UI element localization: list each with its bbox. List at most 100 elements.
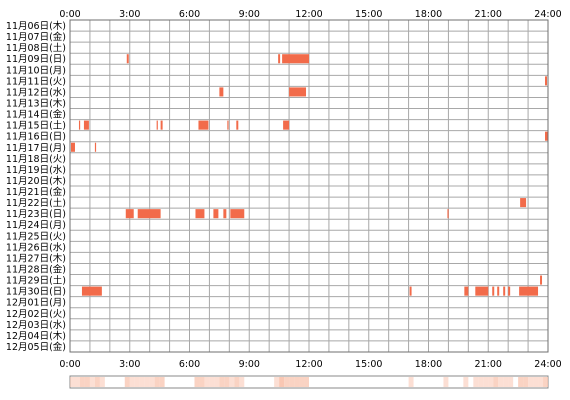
day-label: 11月18日(火) bbox=[6, 154, 66, 165]
summary-cell bbox=[463, 377, 469, 387]
activity-bar bbox=[198, 120, 209, 130]
activity-bar bbox=[540, 275, 543, 285]
summary-cell bbox=[224, 377, 230, 387]
activity-bar bbox=[508, 286, 511, 296]
day-label: 11月12日(水) bbox=[6, 86, 66, 98]
tick-label-bottom: 9:00 bbox=[239, 359, 260, 370]
summary-cell bbox=[289, 377, 295, 387]
tick-label-top: 21:00 bbox=[475, 9, 502, 20]
day-label: 11月30日(日) bbox=[6, 287, 66, 298]
day-label: 11月29日(土) bbox=[6, 275, 66, 287]
summary-cell bbox=[229, 377, 235, 387]
grid bbox=[69, 19, 549, 353]
activity-bar bbox=[94, 142, 97, 152]
tick-label-bottom: 15:00 bbox=[355, 359, 382, 370]
summary-cell bbox=[89, 377, 95, 387]
activity-bar bbox=[289, 87, 307, 97]
day-label: 11月09日(日) bbox=[6, 54, 66, 65]
activity-bar bbox=[520, 198, 527, 208]
summary-cell bbox=[523, 377, 529, 387]
summary-cell bbox=[294, 377, 300, 387]
day-label: 11月28日(金) bbox=[6, 264, 66, 276]
y-axis-day-labels: 11月06日(木)11月07日(金)11月08日(土)11月09日(日)11月1… bbox=[6, 20, 66, 353]
summary-cell bbox=[533, 377, 539, 387]
activity-bar bbox=[278, 54, 281, 64]
activity-bar bbox=[492, 286, 495, 296]
summary-cell bbox=[274, 377, 280, 387]
activity-bar bbox=[137, 209, 161, 219]
summary-cell bbox=[304, 377, 309, 387]
plot-frame bbox=[69, 19, 549, 353]
day-label: 12月01日(月) bbox=[6, 298, 66, 309]
day-label: 11月10日(月) bbox=[6, 65, 66, 76]
day-label: 11月20日(木) bbox=[6, 175, 66, 187]
day-label: 11月08日(土) bbox=[6, 42, 66, 54]
activity-bar bbox=[475, 286, 489, 296]
summary-cell bbox=[483, 377, 489, 387]
day-label: 11月22日(土) bbox=[6, 197, 66, 209]
activity-bar bbox=[545, 76, 548, 86]
summary-cell bbox=[124, 377, 130, 387]
summary-cell bbox=[408, 377, 414, 387]
summary-cell bbox=[74, 377, 80, 387]
day-label: 11月26日(水) bbox=[6, 241, 66, 253]
summary-cell bbox=[209, 377, 215, 387]
activity-bar bbox=[219, 87, 224, 97]
day-label: 12月02日(火) bbox=[6, 309, 66, 320]
summary-cell bbox=[518, 377, 524, 387]
activity-bar bbox=[283, 120, 290, 130]
day-label: 11月17日(月) bbox=[6, 143, 66, 154]
tick-label-top: 6:00 bbox=[179, 9, 200, 20]
activity-bar bbox=[464, 286, 469, 296]
summary-cell bbox=[79, 377, 85, 387]
tick-label-top: 18:00 bbox=[415, 9, 442, 20]
summary-cell bbox=[299, 377, 305, 387]
day-label: 12月03日(水) bbox=[6, 319, 66, 331]
plot-border bbox=[69, 19, 549, 353]
day-label: 11月23日(日) bbox=[6, 209, 66, 220]
tick-label-top: 0:00 bbox=[59, 9, 80, 20]
tick-label-bottom: 3:00 bbox=[119, 359, 140, 370]
summary-cell bbox=[219, 377, 225, 387]
tick-label-bottom: 6:00 bbox=[179, 359, 200, 370]
day-label: 11月06日(木) bbox=[6, 20, 66, 32]
tick-label-top: 12:00 bbox=[295, 9, 322, 20]
summary-cell bbox=[543, 377, 548, 387]
summary-cell bbox=[70, 377, 75, 387]
activity-bar bbox=[519, 286, 539, 296]
summary-strip bbox=[69, 375, 549, 389]
summary-cell bbox=[493, 377, 499, 387]
tick-label-bottom: 21:00 bbox=[475, 359, 502, 370]
day-label: 11月19日(水) bbox=[6, 164, 66, 176]
tick-label-top: 24:00 bbox=[534, 9, 561, 20]
summary-cell bbox=[159, 377, 165, 387]
summary-cell bbox=[498, 377, 504, 387]
activity-bar bbox=[409, 286, 412, 296]
summary-cell bbox=[488, 377, 494, 387]
activity-bar bbox=[156, 120, 158, 130]
activity-bar bbox=[160, 120, 163, 130]
summary-cell bbox=[279, 377, 285, 387]
activity-bar bbox=[78, 120, 81, 130]
activity-bar bbox=[213, 209, 219, 219]
summary-cell bbox=[214, 377, 220, 387]
summary-cell bbox=[443, 377, 449, 387]
activity-bar bbox=[503, 286, 506, 296]
summary-cell bbox=[84, 377, 90, 387]
tick-label-top: 15:00 bbox=[355, 9, 382, 20]
tick-label-bottom: 12:00 bbox=[295, 359, 322, 370]
day-label: 11月15日(土) bbox=[6, 120, 66, 132]
activity-bar bbox=[70, 142, 75, 152]
summary-cell bbox=[199, 377, 205, 387]
summary-cell bbox=[129, 377, 135, 387]
activity-bar bbox=[236, 120, 239, 130]
day-label: 11月27日(木) bbox=[6, 252, 66, 264]
activity-bar bbox=[83, 120, 89, 130]
summary-cell bbox=[508, 377, 514, 387]
tick-label-top: 3:00 bbox=[119, 9, 140, 20]
summary-cell bbox=[99, 377, 105, 387]
summary-cell bbox=[144, 377, 150, 387]
summary-cell bbox=[139, 377, 145, 387]
summary-cell bbox=[154, 377, 160, 387]
day-label: 11月11日(火) bbox=[6, 76, 66, 87]
